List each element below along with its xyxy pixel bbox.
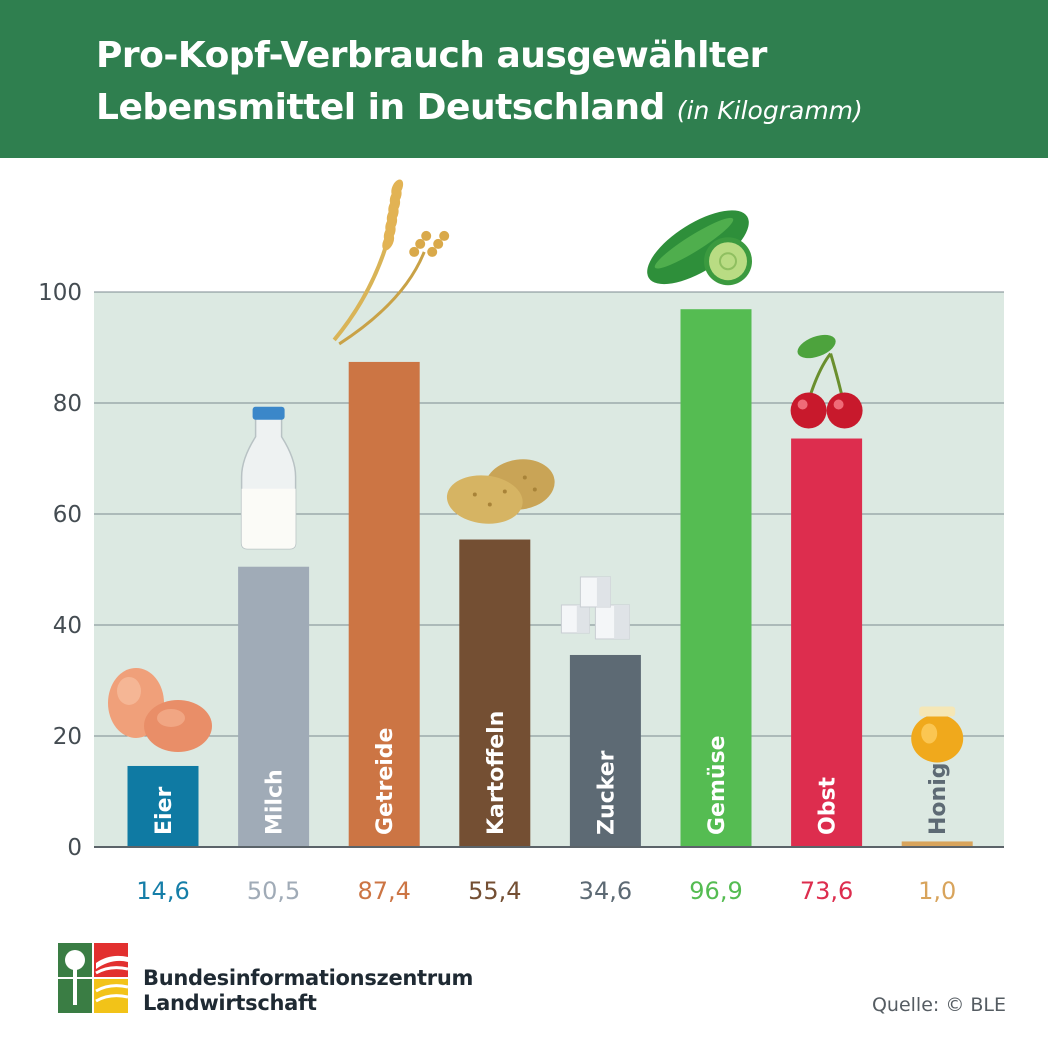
organization-name: Bundesinformationszentrum Landwirtschaft [143,966,473,1016]
y-tick-label: 0 [67,835,82,861]
bar-chart: 0 20 40 60 80 100 Eier 14,6 Milch 50,5 Getreide 87,… [38,179,1004,905]
category-label: Milch [263,769,288,835]
y-tick-label: 20 [53,724,82,750]
chart-title: Pro-Kopf-Verbrauch ausgewählter Lebensmi… [96,30,1016,137]
cherries-icon [790,334,863,429]
category-label: Eier [152,787,177,835]
cucumber-icon [647,210,752,286]
bar [238,566,310,847]
wheat-icon [332,179,450,346]
org-line-1: Bundesinformationszentrum [143,966,474,990]
title-line-1: Pro-Kopf-Verbrauch ausgewählter [96,35,767,76]
org-line-2: Landwirtschaft [143,991,317,1015]
category-label: Honig [926,763,951,835]
category-label: Getreide [373,728,398,835]
source-note: Quelle: © BLE [871,994,1006,1016]
category-label: Obst [816,776,841,835]
category-label: Zucker [594,750,619,835]
category-label: Gemüse [705,735,730,835]
bar [569,654,641,847]
title-unit: (in Kilogramm) [676,96,863,125]
header-banner: Pro-Kopf-Verbrauch ausgewählter Lebensmi… [0,0,1048,158]
value-label: 55,4 [468,877,521,905]
eggs-icon [108,667,212,752]
honey-jar-icon [911,706,964,763]
potatoes-icon [446,459,555,524]
value-label: 73,6 [800,877,853,905]
bar [791,438,863,847]
category-label: Kartoffeln [484,711,509,835]
value-label: 1,0 [918,877,956,905]
milk-bottle-icon [240,406,297,550]
bar [459,539,531,847]
y-tick-label: 60 [53,502,82,528]
bar [127,765,199,847]
title-line-2: Lebensmittel in Deutschland [96,87,665,128]
value-label: 50,5 [247,877,300,905]
value-label: 14,6 [136,877,189,905]
value-label: 96,9 [689,877,742,905]
plot-background [94,292,1004,847]
value-label: 87,4 [357,877,410,905]
bar [901,841,973,847]
y-tick-label: 80 [53,391,82,417]
y-tick-label: 100 [38,280,82,306]
y-tick-label: 40 [53,613,82,639]
bar [348,361,420,847]
bar [680,309,752,847]
value-label: 34,6 [579,877,632,905]
ble-logo-icon [58,943,128,1013]
sugar-cubes-icon [560,576,630,640]
